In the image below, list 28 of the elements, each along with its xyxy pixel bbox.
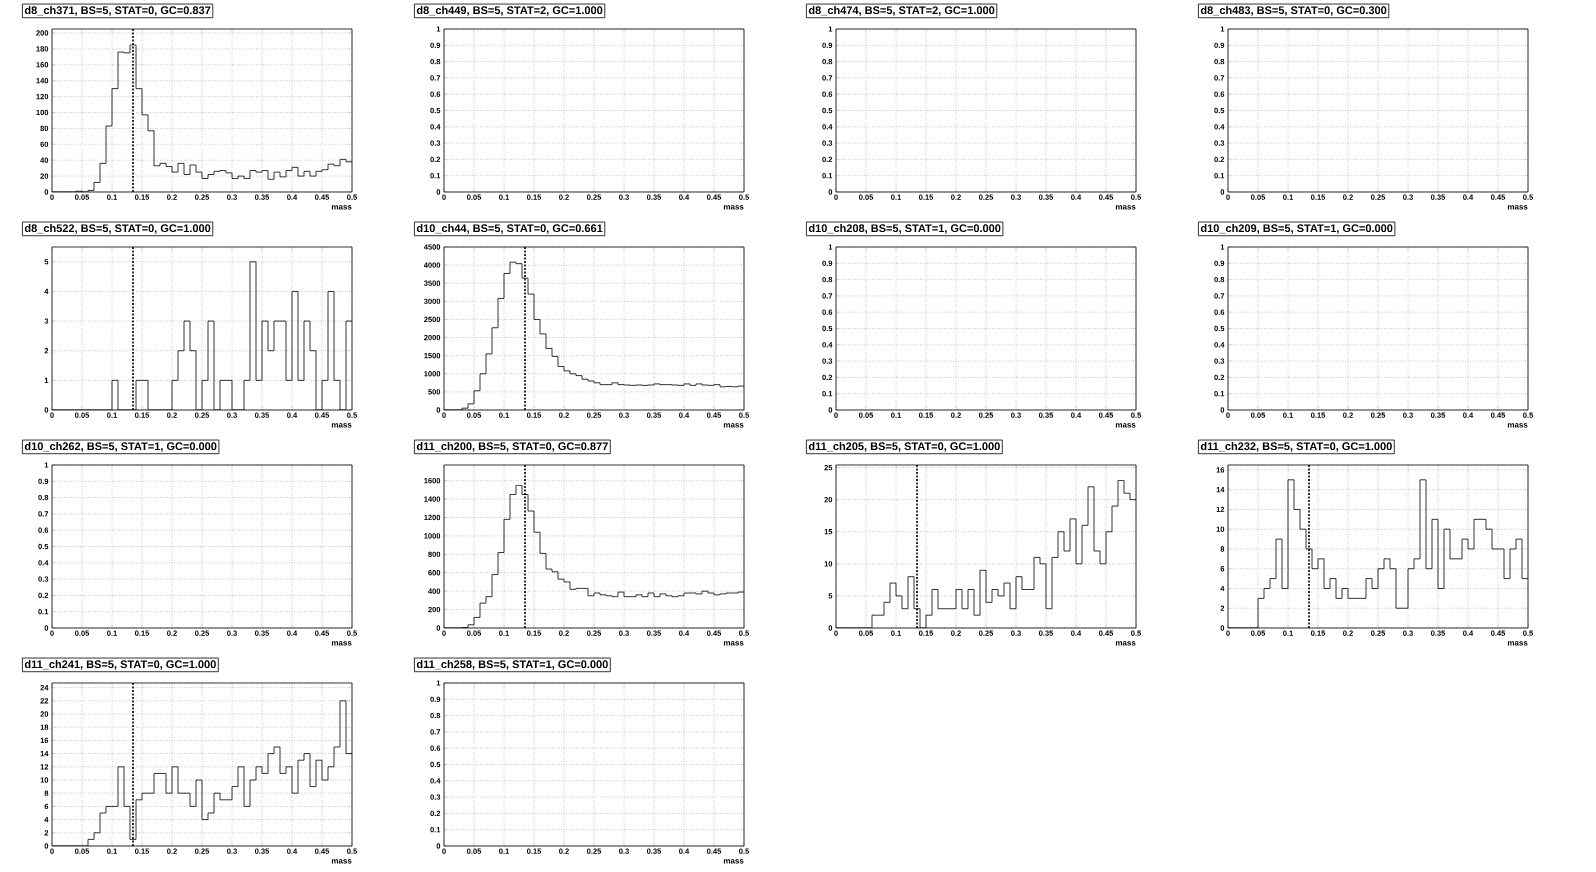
chart-title: d11_ch241, BS=5, STAT=0, GC=1.000	[24, 660, 216, 670]
x-axis-title: mass	[331, 205, 352, 210]
chart-title: d10_ch262, BS=5, STAT=1, GC=0.000	[24, 442, 217, 452]
chart-title: d10_ch209, BS=5, STAT=1, GC=0.000	[1200, 224, 1393, 234]
chart-title: d11_ch200, BS=5, STAT=0, GC=0.877	[416, 442, 608, 452]
x-axis-title: mass	[1507, 205, 1528, 210]
x-axis-title: mass	[723, 859, 744, 864]
x-axis-title: mass	[1115, 205, 1136, 210]
chart-title: d8_ch474, BS=5, STAT=2, GC=1.000	[808, 6, 995, 16]
x-axis-title: mass	[1507, 423, 1528, 428]
chart-title: d11_ch258, BS=5, STAT=1, GC=0.000	[416, 660, 608, 670]
chart-title: d8_ch371, BS=5, STAT=0, GC=0.837	[24, 6, 211, 16]
x-axis-title: mass	[331, 641, 352, 646]
chart-title: d10_ch44, BS=5, STAT=0, GC=0.661	[416, 224, 603, 234]
x-axis-title: mass	[1115, 641, 1136, 646]
chart-title: d10_ch208, BS=5, STAT=1, GC=0.000	[808, 224, 1001, 234]
chart-title: d8_ch522, BS=5, STAT=0, GC=1.000	[24, 224, 211, 234]
chart-title: d11_ch232, BS=5, STAT=0, GC=1.000	[1200, 442, 1392, 452]
chart-title: d8_ch483, BS=5, STAT=0, GC=0.300	[1200, 6, 1387, 16]
x-axis-title: mass	[331, 423, 352, 428]
x-axis-title: mass	[331, 859, 352, 864]
x-axis-title: mass	[1115, 423, 1136, 428]
x-axis-title: mass	[723, 641, 744, 646]
chart-title: d8_ch449, BS=5, STAT=2, GC=1.000	[416, 6, 603, 16]
x-axis-title: mass	[723, 205, 744, 210]
x-axis-title: mass	[1507, 641, 1528, 646]
x-axis-title: mass	[723, 423, 744, 428]
chart-title: d11_ch205, BS=5, STAT=0, GC=1.000	[808, 442, 1000, 452]
